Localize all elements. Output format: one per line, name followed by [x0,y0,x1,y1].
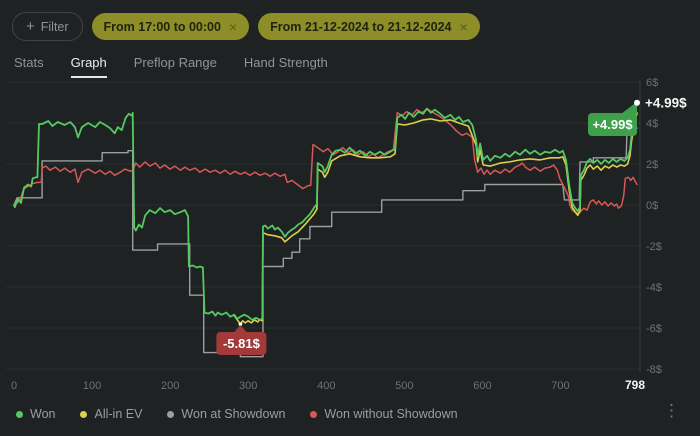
x-axis-end-label: 798 [625,378,645,392]
filter-chip-label: From 21-12-2024 to 21-12-2024 [270,19,452,34]
x-axis-label: 300 [239,380,257,392]
add-filter-button[interactable]: + Filter [12,12,83,41]
legend-item-all-in-ev[interactable]: All-in EV [80,407,142,421]
series-line-all-in-ev [233,112,638,325]
legend-label: Won without Showdown [324,407,458,421]
y-axis-label: 0$ [646,200,658,212]
legend-label: Won [30,407,56,421]
x-axis-label: 0 [11,380,17,392]
tab-bar: Stats Graph Preflop Range Hand Strength [14,55,328,78]
y-axis-label: 2$ [646,159,658,171]
filter-chip-time-range[interactable]: From 17:00 to 00:00 × [91,13,250,40]
legend-dot-icon [16,410,23,418]
legend-dot-icon [310,410,318,418]
end-badge-label: +4.99$ [592,117,633,132]
add-filter-label: Filter [40,19,69,34]
filter-toolbar: + Filter From 17:00 to 00:00 × From 21-1… [12,12,480,41]
series-line-won-at-showdown [13,127,638,358]
legend-dot-icon [167,410,175,418]
tab-graph[interactable]: Graph [70,55,107,78]
filter-chip-date-range[interactable]: From 21-12-2024 to 21-12-2024 × [258,13,480,40]
legend-label: Won at Showdown [181,407,286,421]
x-axis-label: 500 [395,380,413,392]
y-axis-label: -8$ [646,364,662,376]
end-point-marker [634,99,640,106]
end-value-label: +4.99$ [645,96,687,111]
tab-stats[interactable]: Stats [14,55,44,70]
min-value-badge [216,332,267,355]
filter-chip-label: From 17:00 to 00:00 [103,19,221,34]
x-axis-label: 600 [473,380,491,392]
end-badge-pointer [621,101,637,114]
tab-hand-strength[interactable]: Hand Strength [243,55,328,70]
legend-label: All-in EV [94,407,143,421]
legend-item-won-without-showdown[interactable]: Won without Showdown [310,407,458,421]
close-icon[interactable]: × [459,18,468,35]
legend-dot-icon [80,410,88,418]
y-axis-label: 4$ [646,118,658,130]
end-value-badge [588,113,637,136]
min-badge-pointer [233,325,248,333]
y-axis-label: -2$ [646,241,662,253]
legend-item-won[interactable]: Won [16,407,55,421]
y-axis-label: 6$ [646,77,658,89]
x-axis-label: 200 [161,380,179,392]
legend-item-won-at-showdown[interactable]: Won at Showdown [167,407,285,421]
y-axis-label: -6$ [646,323,662,335]
plus-icon: + [26,17,35,35]
min-badge-label: -5.81$ [223,336,261,351]
y-axis-label: -4$ [646,282,662,294]
series-line-won-without-showdown [13,107,638,214]
x-axis-label: 400 [317,380,335,392]
min-point-marker [238,322,243,326]
x-axis-label: 700 [551,380,569,392]
chart-legend: Won All-in EV Won at Showdown Won without S… [16,407,458,421]
close-icon[interactable]: × [228,18,238,35]
x-axis-label: 100 [83,380,101,392]
kebab-menu-icon[interactable]: ⋮ [663,401,680,420]
tab-preflop-range[interactable]: Preflop Range [133,55,217,70]
series-line-won [13,101,638,321]
